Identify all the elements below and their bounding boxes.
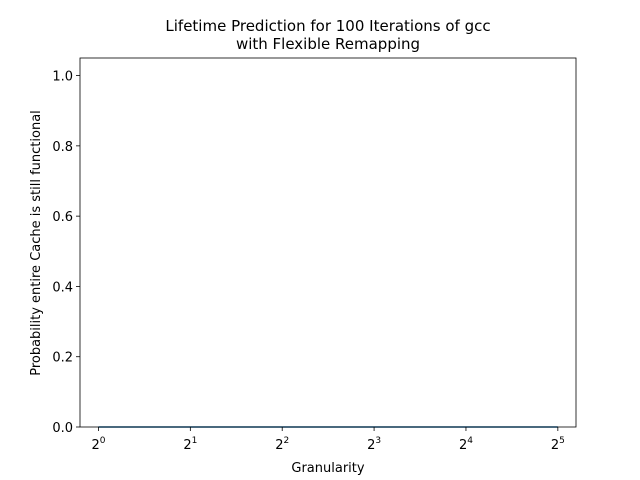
x-tick-label-3: 23	[367, 436, 381, 453]
x-tick-base-4: 2	[459, 438, 467, 453]
y-tick-label-5: 1.0	[52, 70, 73, 85]
plot-frame	[79, 57, 577, 428]
x-tick-base-2: 2	[275, 438, 283, 453]
x-tick-base-3: 2	[367, 438, 375, 453]
x-tick-base-1: 2	[183, 438, 191, 453]
x-tick-exponent-3: 3	[375, 436, 381, 446]
y-tick-label-3: 0.6	[52, 210, 73, 225]
x-tick-label-0: 20	[91, 436, 105, 453]
x-tick-label-4: 24	[459, 436, 473, 453]
x-axis-label: Granularity	[291, 461, 364, 476]
x-tick-label-1: 21	[183, 436, 197, 453]
y-axis-label: Probability entire Cache is still functi…	[29, 110, 44, 376]
y-tick-label-4: 0.8	[52, 140, 73, 155]
x-tick-base-0: 2	[91, 438, 99, 453]
x-tick-exponent-1: 1	[192, 436, 198, 446]
x-tick-exponent-4: 4	[467, 436, 473, 446]
x-tick-label-5: 25	[551, 436, 565, 453]
x-tick-exponent-5: 5	[559, 436, 565, 446]
plot-area: 20 21 22 23 24 250.00.20.40.60.81.0	[52, 57, 577, 453]
y-tick-label-1: 0.2	[52, 351, 73, 366]
x-tick-exponent-2: 2	[283, 436, 289, 446]
x-tick-exponent-0: 0	[100, 436, 106, 446]
y-tick-label-0: 0.0	[52, 421, 73, 436]
chart-title-line-1: Lifetime Prediction for 100 Iterations o…	[165, 17, 490, 35]
x-tick-base-5: 2	[551, 438, 559, 453]
y-tick-label-2: 0.4	[52, 280, 73, 295]
x-tick-label-2: 22	[275, 436, 289, 453]
chart-title-line-2: with Flexible Remapping	[236, 35, 420, 53]
